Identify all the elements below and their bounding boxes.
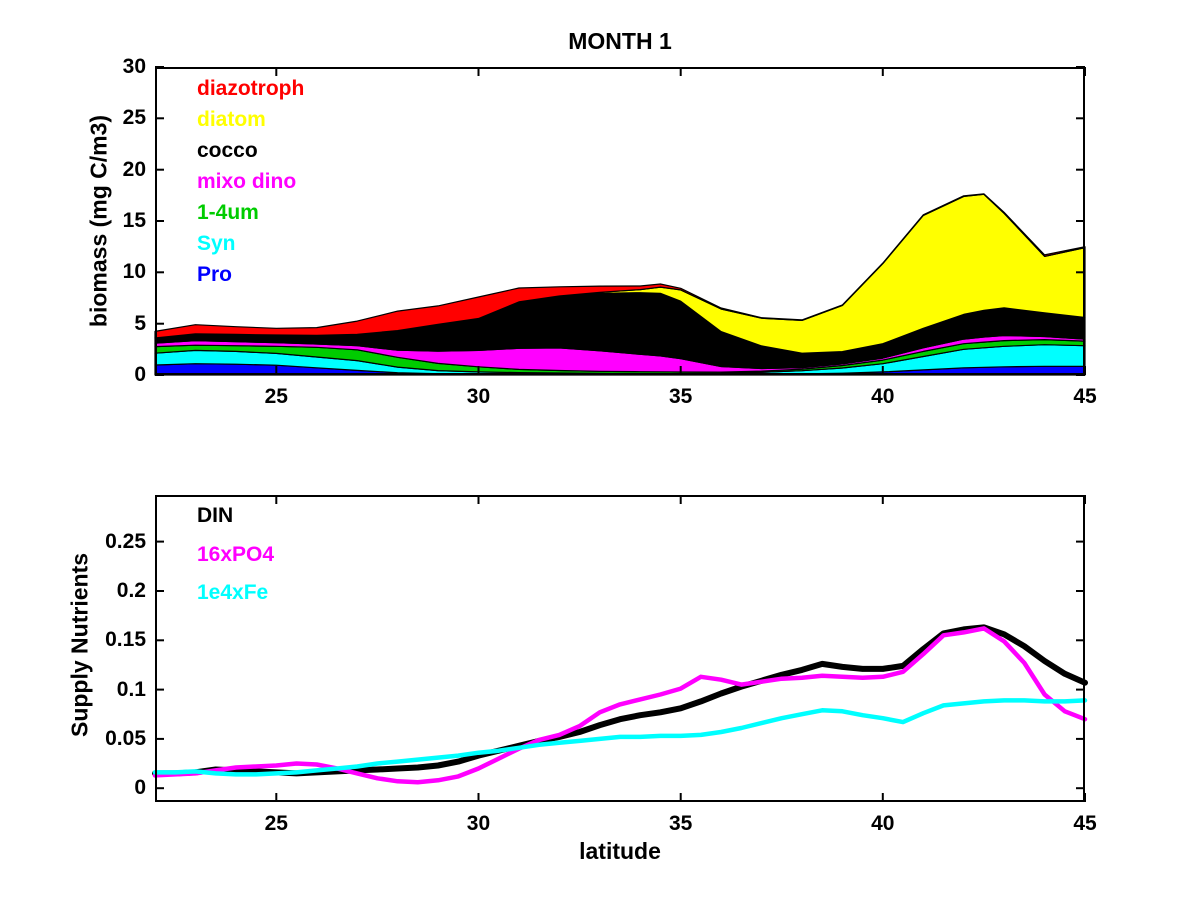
top-ytick-label: 0 (134, 363, 146, 386)
bottom-ytick-label: 0.25 (105, 529, 146, 553)
bottom-axes-supply-nutrients (152, 495, 1088, 802)
top-xtick-label: 30 (466, 385, 491, 408)
top-xtick-label: 40 (871, 385, 895, 408)
top-legend-item-1-4um: 1-4um (197, 201, 259, 224)
top-ytick-label: 10 (122, 260, 146, 284)
bottom-legend-item-1e4xfe: 1e4xFe (197, 581, 269, 604)
bottom-legend-item-16xpo4: 16xPO4 (197, 542, 275, 566)
top-ytick-label: 30 (122, 55, 146, 78)
bottom-xtick-label: 40 (871, 812, 895, 835)
bottom-ytick-label: 0.2 (116, 578, 146, 602)
bottom-xtick-label: 45 (1073, 812, 1097, 835)
line-series-16xpo4 (152, 626, 1088, 785)
top-axes-biomass (154, 66, 1086, 376)
top-legend-item-diazotroph: diazotroph (197, 77, 305, 100)
top-chart-title: MONTH 1 (568, 28, 672, 54)
line-series-1e4xfe (152, 698, 1088, 777)
bottom-xtick-label: 35 (668, 812, 693, 835)
top-legend-item-mixo-dino: mixo dino (197, 170, 297, 193)
top-legend-item-diatom: diatom (197, 108, 266, 131)
top-ylabel: biomass (mg C/m3) (85, 114, 112, 328)
bottom-legend-item-din: DIN (197, 504, 234, 527)
bottom-ylabel: Supply Nutrients (66, 552, 93, 738)
bottom-chart-plot-area (152, 495, 1088, 802)
top-legend-item-syn: Syn (197, 232, 236, 255)
top-ytick-label: 25 (122, 106, 146, 130)
top-ytick-label: 20 (122, 157, 146, 181)
bottom-xtick-label: 25 (264, 812, 288, 835)
bottom-ytick-label: 0.1 (116, 677, 146, 701)
bottom-xlabel: latitude (579, 838, 661, 864)
top-ytick-label: 5 (134, 311, 146, 335)
top-legend-item-pro: Pro (197, 263, 233, 286)
top-ytick-label: 15 (122, 209, 146, 232)
top-chart-plot-area (154, 66, 1086, 376)
bottom-ytick-label: 0.05 (105, 726, 146, 750)
top-xtick-label: 35 (668, 385, 693, 408)
top-xtick-label: 25 (264, 385, 288, 408)
bottom-ytick-label: 0.15 (105, 628, 146, 652)
bottom-xtick-label: 30 (466, 812, 491, 835)
bottom-ytick-label: 0 (134, 776, 146, 800)
top-legend-item-cocco: cocco (197, 139, 258, 162)
top-xtick-label: 45 (1073, 385, 1097, 408)
line-series-din (152, 624, 1088, 777)
